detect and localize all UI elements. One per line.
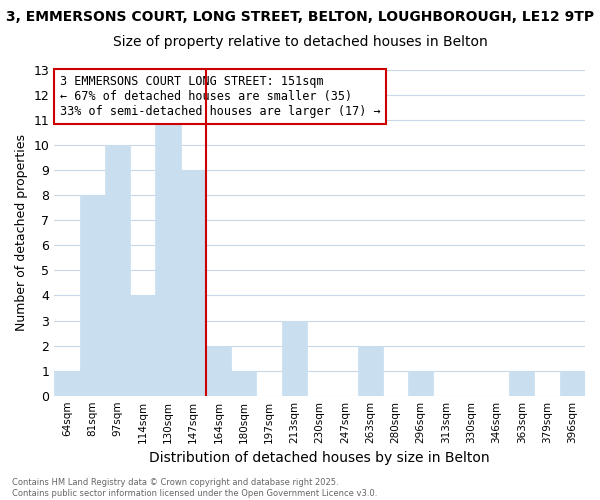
Bar: [105, 145, 130, 396]
Bar: [509, 370, 535, 396]
Text: 3, EMMERSONS COURT, LONG STREET, BELTON, LOUGHBOROUGH, LE12 9TP: 3, EMMERSONS COURT, LONG STREET, BELTON,…: [6, 10, 594, 24]
Bar: [130, 296, 155, 396]
Bar: [54, 370, 80, 396]
Text: 3 EMMERSONS COURT LONG STREET: 151sqm
← 67% of detached houses are smaller (35)
: 3 EMMERSONS COURT LONG STREET: 151sqm ← …: [59, 75, 380, 118]
Bar: [231, 370, 256, 396]
Bar: [206, 346, 231, 396]
Text: Contains HM Land Registry data © Crown copyright and database right 2025.
Contai: Contains HM Land Registry data © Crown c…: [12, 478, 377, 498]
Y-axis label: Number of detached properties: Number of detached properties: [15, 134, 28, 332]
Bar: [358, 346, 383, 396]
Bar: [155, 120, 181, 396]
Bar: [80, 196, 105, 396]
X-axis label: Distribution of detached houses by size in Belton: Distribution of detached houses by size …: [149, 451, 490, 465]
Bar: [560, 370, 585, 396]
Bar: [408, 370, 433, 396]
Text: Size of property relative to detached houses in Belton: Size of property relative to detached ho…: [113, 35, 487, 49]
Bar: [282, 320, 307, 396]
Bar: [181, 170, 206, 396]
